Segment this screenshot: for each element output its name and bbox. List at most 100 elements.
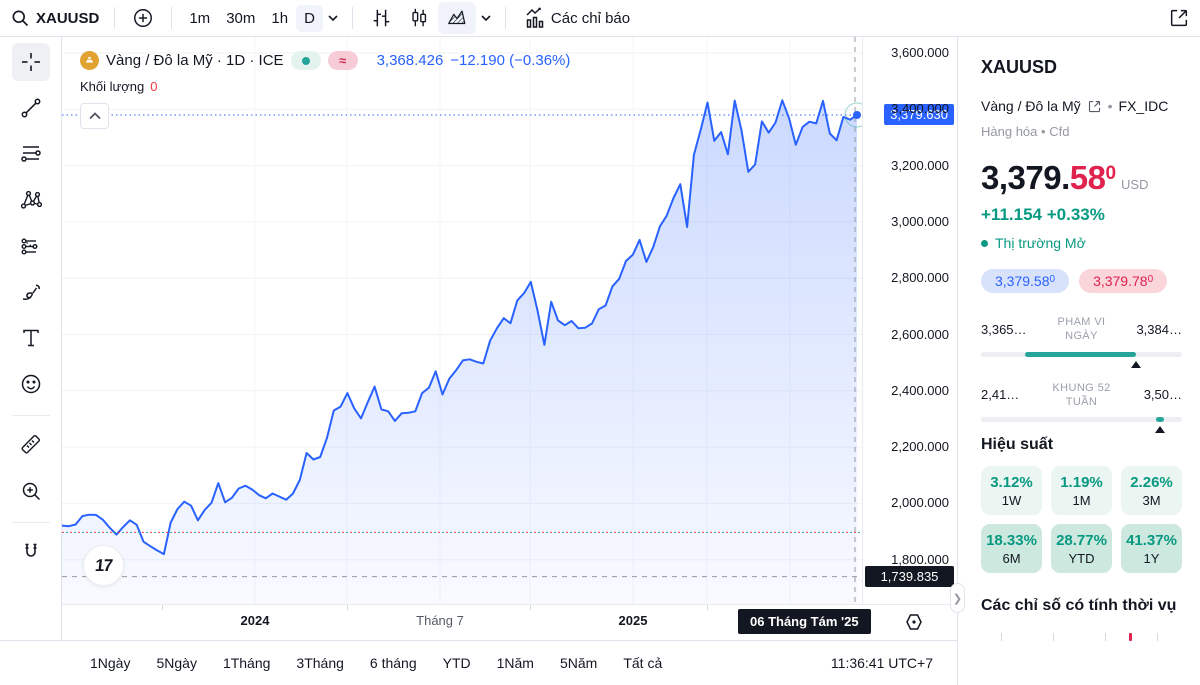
indicators-button[interactable]: Các chỉ báo	[515, 1, 638, 35]
panel-symbol-name[interactable]: Vàng / Đô la Mỹ	[981, 98, 1081, 114]
panel-collapse-handle[interactable]: ❯	[950, 583, 965, 613]
panel-last-price: 3,379. 58 0 USD	[981, 159, 1182, 197]
toolbar-divider	[11, 522, 50, 523]
volume-label[interactable]: Khối lượng	[80, 79, 145, 94]
performance-tile-1M: 1.19% 1M	[1051, 466, 1112, 516]
scale-settings-icon[interactable]	[902, 610, 926, 634]
range-button-1Năm[interactable]: 1Năm	[496, 655, 534, 671]
interval-chevron-down-icon[interactable]	[323, 7, 343, 29]
interval-button-1m[interactable]: 1m	[189, 9, 211, 27]
range-button-6-tháng[interactable]: 6 tháng	[369, 655, 417, 671]
range-button-1Tháng[interactable]: 1Tháng	[222, 655, 271, 671]
time-axis-label: Tháng 7	[416, 613, 464, 628]
volume-value: 0	[150, 79, 158, 94]
emoji-tool[interactable]	[12, 365, 50, 403]
gold-symbol-icon	[80, 51, 99, 70]
symbol-search-button[interactable]: XAUUSD	[36, 9, 100, 27]
crosshair-tool[interactable]	[11, 43, 50, 81]
performance-tile-3M: 2.26% 3M	[1121, 466, 1182, 516]
range-button-5Ngày[interactable]: 5Ngày	[156, 655, 197, 671]
ruler-measure-tool[interactable]	[12, 426, 50, 464]
interval-button-D[interactable]: D	[296, 4, 323, 32]
zoom-in-tool[interactable]	[12, 472, 50, 510]
chart-style-bars-icon[interactable]	[362, 2, 400, 34]
interval-button-1h[interactable]: 1h	[271, 9, 289, 27]
chart-style-candles-icon[interactable]	[400, 2, 438, 34]
panel-instrument-type: Cfd	[1049, 124, 1070, 139]
toolbar-separator	[351, 7, 353, 29]
crosshair-price-label: 1,739.835	[865, 565, 954, 587]
price-tick-label: 3,000.000	[891, 213, 949, 229]
chart-plot-area[interactable]: Vàng / Đô la Mỹ · 1D · ICE ≈ 3,368.426 −…	[62, 37, 862, 604]
legend-change: −12.190 (−0.36%)	[450, 52, 571, 69]
time-axis-label: 2025	[618, 613, 648, 628]
day-range-row: 3,365… PHẠM VI NGÀY 3,384…	[981, 315, 1182, 368]
top-toolbar: XAUUSD 1m 30m 1h D Các chỉ báo	[0, 0, 1200, 37]
market-open-badge[interactable]	[290, 51, 321, 70]
price-tick-label: 2,000.000	[891, 495, 949, 511]
external-link-icon[interactable]	[1087, 99, 1102, 114]
day-range-track	[981, 351, 1182, 368]
price-tick-label: 2,400.000	[891, 382, 949, 398]
toolbar-separator	[504, 7, 506, 29]
chart-style-area-icon[interactable]	[437, 2, 476, 34]
pane-collapse-button[interactable]	[80, 103, 109, 129]
clock-timezone[interactable]: 11:36:41 UTC+7	[830, 655, 933, 671]
price-tick-label: 3,200.000	[891, 157, 949, 173]
range-button-3Tháng[interactable]: 3Tháng	[296, 655, 344, 671]
search-icon[interactable]	[10, 8, 30, 28]
date-range-bar: 1Ngày 5Ngày 1Tháng 3Tháng 6 tháng YTD 1Năm 5Năm…	[0, 640, 957, 685]
trend-line-tool[interactable]	[12, 89, 50, 127]
market-status: Thị trường Mở	[981, 235, 1182, 251]
tradingview-logo[interactable]: 17	[83, 545, 124, 586]
week52-range-marker	[1154, 426, 1165, 434]
toolbar-separator	[114, 7, 116, 29]
pattern-xabcd-tool[interactable]	[12, 181, 50, 219]
week52-range-low: 2,41…	[981, 387, 1020, 403]
interval-button-30m[interactable]: 30m	[226, 9, 256, 27]
brush-tool[interactable]	[12, 273, 50, 311]
open-in-popup-icon[interactable]	[1168, 7, 1190, 29]
day-range-low: 3,365…	[981, 321, 1027, 337]
chart-legend: Vàng / Đô la Mỹ · 1D · ICE ≈ 3,368.426 −…	[80, 51, 570, 129]
text-tool[interactable]	[12, 319, 50, 357]
drawing-toolbar	[0, 37, 62, 640]
dot-separator: •	[1107, 98, 1113, 114]
performance-title: Hiệu suất	[981, 436, 1054, 454]
ask-price-pill: 3,379.780	[1079, 269, 1168, 293]
projection-tool[interactable]	[12, 227, 50, 265]
toolbar-divider	[11, 415, 50, 416]
panel-category: Hàng hóa	[981, 124, 1038, 139]
current-price-label: 3,379.630	[884, 104, 954, 126]
price-area-chart[interactable]	[62, 37, 862, 604]
panel-symbol: XAUUSD	[981, 57, 1058, 77]
day-range-marker	[1130, 360, 1141, 368]
panel-exchange[interactable]: FX_IDC	[1118, 98, 1169, 114]
price-currency: USD	[1121, 177, 1149, 192]
symbol-details-panel: XAUUSD Vàng / Đô la Mỹ • FX_IDC Hàng hóa…	[957, 37, 1200, 685]
performance-grid: 3.12% 1W 1.19% 1M 2.26% 3M 18.33% 6M 28.77% YTD 41…	[981, 466, 1182, 574]
price-tick-label: 3,600.000	[891, 45, 949, 60]
performance-tile-1Y: 41.37% 1Y	[1121, 524, 1182, 574]
range-button-5Năm[interactable]: 5Năm	[559, 655, 598, 671]
delayed-data-badge[interactable]: ≈	[327, 51, 358, 70]
legend-symbol-title[interactable]: Vàng / Đô la Mỹ · 1D · ICE	[106, 52, 284, 69]
price-tick-digit: 0	[1105, 163, 1117, 184]
range-button-1Ngày[interactable]: 1Ngày	[90, 655, 131, 671]
price-axis[interactable]: 3,379.630 1,739.835 3,600.000 3,400.000 3,…	[862, 37, 957, 604]
day-range-high: 3,384…	[1136, 321, 1182, 337]
range-button-YTD[interactable]: YTD	[442, 655, 471, 671]
week52-range-high: 3,50…	[1143, 387, 1182, 403]
style-chevron-down-icon[interactable]	[476, 7, 496, 29]
performance-tile-YTD: 28.77% YTD	[1051, 524, 1112, 574]
compare-add-icon[interactable]	[124, 2, 162, 34]
indicators-label: Các chỉ báo	[550, 9, 631, 27]
toolbar-separator	[171, 7, 173, 29]
time-axis[interactable]: 06 Tháng Tám '25 2024 Tháng 7 2025	[62, 604, 957, 640]
interval-group: 1m 30m 1h D	[181, 4, 323, 32]
fib-retracement-tool[interactable]	[12, 135, 50, 173]
range-button-Tất-cả[interactable]: Tất cả	[623, 655, 663, 671]
indicators-icon	[523, 6, 547, 30]
magnet-tool[interactable]	[12, 533, 50, 571]
day-range-label: PHẠM VI NGÀY	[1057, 316, 1106, 343]
